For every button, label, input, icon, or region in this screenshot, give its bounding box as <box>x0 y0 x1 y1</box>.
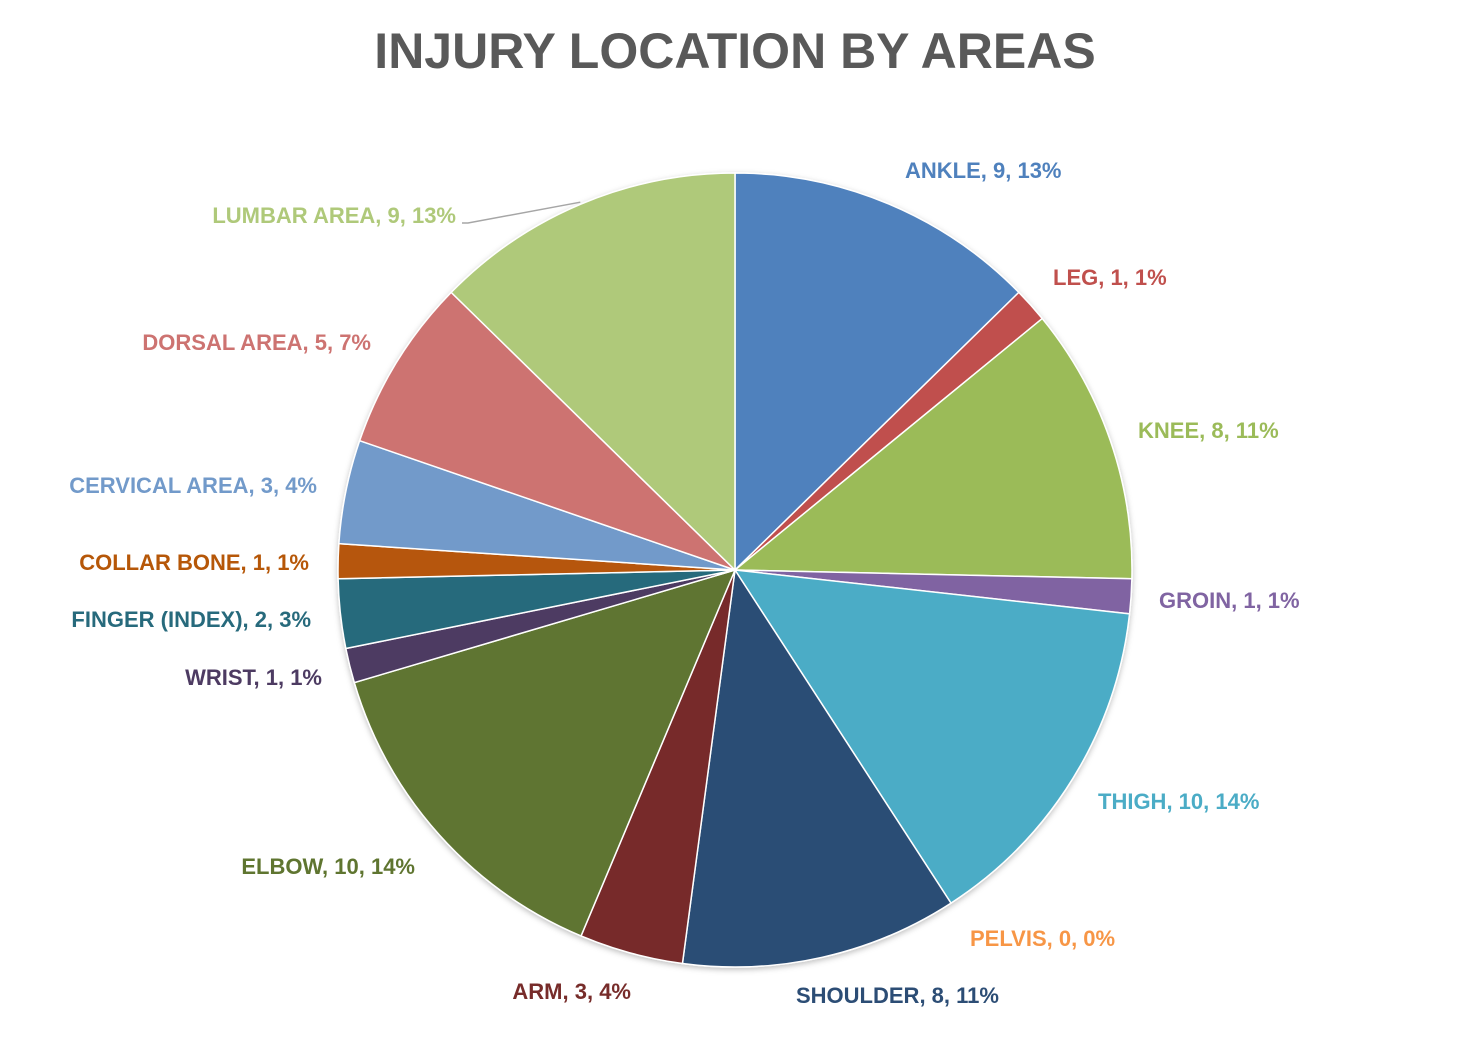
data-label-dorsal-area: DORSAL AREA, 5, 7% <box>142 330 371 355</box>
data-label-ankle: ANKLE, 9, 13% <box>905 158 1062 183</box>
chart-title: INJURY LOCATION BY AREAS <box>374 23 1096 79</box>
pie-slice-shoulder <box>681 567 953 968</box>
data-label-thigh: THIGH, 10, 14% <box>1098 789 1259 814</box>
data-labels: ANKLE, 9, 13% LEG, 1, 1% KNEE, 8, 11% GROIN… <box>69 158 1299 1008</box>
pie-slices <box>337 172 1133 968</box>
data-label-cervical-area: CERVICAL AREA, 3, 4% <box>69 473 317 498</box>
pie-slice-thigh <box>733 569 1131 905</box>
leader-line-lumbar-area <box>462 201 581 224</box>
data-label-finger-index: FINGER (INDEX), 2, 3% <box>71 607 311 632</box>
pie-slice-lumbar-area <box>450 172 736 572</box>
pie-slice-ankle <box>734 172 1020 572</box>
pie-slice-knee <box>732 317 1133 580</box>
data-label-pelvis: PELVIS, 0, 0% <box>970 926 1115 951</box>
data-label-arm: ARM, 3, 4% <box>512 979 631 1004</box>
data-label-leg: LEG, 1, 1% <box>1053 265 1167 290</box>
pie-slice-elbow <box>353 568 737 937</box>
leader-lines <box>462 201 581 224</box>
data-label-collar-bone: COLLAR BONE, 1, 1% <box>79 550 309 575</box>
data-label-groin: GROIN, 1, 1% <box>1159 588 1300 613</box>
data-label-lumbar-area: LUMBAR AREA, 9, 13% <box>212 203 456 228</box>
data-label-elbow: ELBOW, 10, 14% <box>241 854 415 879</box>
data-label-shoulder: SHOULDER, 8, 11% <box>796 983 999 1008</box>
data-label-wrist: WRIST, 1, 1% <box>185 665 322 690</box>
pie-slice-dorsal-area <box>358 291 736 571</box>
data-label-knee: KNEE, 8, 11% <box>1138 418 1279 443</box>
